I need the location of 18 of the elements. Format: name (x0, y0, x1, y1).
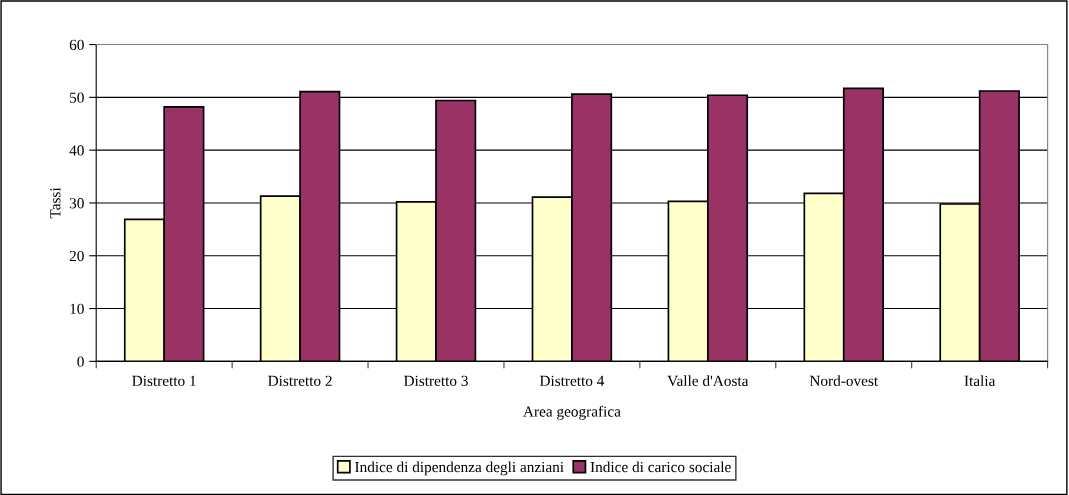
x-tick-label: Distretto 1 (132, 375, 196, 386)
x-tick-label: Italia (964, 375, 996, 386)
y-axis-title: Tassi (50, 187, 61, 219)
x-tick-label: Distretto 2 (268, 375, 332, 386)
legend-label: Indice di carico sociale (590, 461, 731, 473)
y-tick-label: 50 (70, 92, 84, 103)
y-tick-label: 0 (77, 356, 84, 367)
x-tick-label: Valle d'Aosta (667, 375, 749, 387)
y-tick-label: 60 (69, 39, 84, 50)
x-tick-label: Nord-ovest (809, 375, 879, 386)
x-axis-title: Area geografica (523, 405, 621, 420)
y-tick-label: 40 (69, 145, 84, 156)
x-tick-label: Distretto 4 (539, 375, 605, 386)
y-tick-label: 10 (70, 303, 84, 314)
x-tick-label: Distretto 3 (403, 375, 468, 386)
legend-label: Indice di dipendenza degli anziani (355, 461, 564, 476)
y-tick-label: 20 (69, 250, 84, 262)
y-tick-label: 30 (69, 198, 84, 209)
